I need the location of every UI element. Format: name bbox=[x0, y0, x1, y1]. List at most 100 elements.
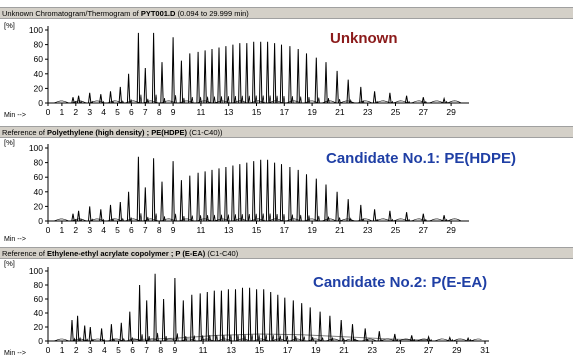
x-tick-label-1-4: 4 bbox=[101, 225, 106, 235]
peak-2-27 bbox=[283, 297, 287, 342]
peak-0-22 bbox=[252, 41, 256, 104]
peak-1-36 bbox=[388, 210, 392, 222]
minor-peak-2-19 bbox=[229, 334, 233, 342]
x-tick-label-2-8: 8 bbox=[158, 345, 163, 355]
baseline-trace-2 bbox=[52, 338, 482, 342]
x-tick-label-0-17: 25 bbox=[391, 107, 401, 117]
minor-peak-0-17 bbox=[220, 96, 223, 104]
minor-peak-0-23 bbox=[262, 95, 265, 104]
minor-peak-0-39 bbox=[445, 100, 448, 104]
peak-1-12 bbox=[179, 180, 184, 222]
peak-1-34 bbox=[359, 204, 363, 222]
minor-peak-0-13 bbox=[191, 96, 194, 104]
peak-2-36 bbox=[377, 331, 381, 342]
x-tick-label-1-14: 19 bbox=[307, 225, 317, 235]
minor-peak-0-21 bbox=[248, 95, 251, 104]
ylabel-unknown: [%] bbox=[4, 21, 15, 30]
peak-1-27 bbox=[288, 166, 292, 222]
minor-peak-2-38 bbox=[413, 338, 416, 342]
peak-2-30 bbox=[308, 307, 312, 342]
peak-0-1 bbox=[76, 95, 81, 104]
x-tick-label-0-16: 23 bbox=[363, 107, 373, 117]
peak-1-5 bbox=[118, 201, 122, 222]
minor-peak-2-14 bbox=[193, 335, 196, 342]
x-tick-label-2-18: 27 bbox=[424, 345, 434, 355]
peak-0-27 bbox=[288, 46, 292, 104]
peak-2-25 bbox=[269, 291, 273, 342]
x-tick-label-1-1: 1 bbox=[60, 225, 65, 235]
minor-peak-2-16 bbox=[208, 335, 211, 342]
peak-0-20 bbox=[238, 43, 242, 104]
x-tick-label-1-10: 11 bbox=[196, 225, 205, 235]
x-tick-label-1-18: 27 bbox=[419, 225, 429, 235]
minor-peak-2-36 bbox=[380, 338, 383, 342]
peak-2-0 bbox=[70, 319, 74, 342]
y-tick-label-0-0: 0 bbox=[38, 98, 43, 108]
minor-peak-2-28 bbox=[294, 336, 297, 342]
minor-peak-2-8 bbox=[140, 334, 144, 342]
peak-2-3 bbox=[88, 326, 92, 342]
y-tick-label-1-1: 20 bbox=[34, 201, 44, 211]
minor-peak-1-1 bbox=[79, 218, 83, 222]
minor-peak-2-20 bbox=[236, 334, 240, 342]
x-tick-label-2-19: 29 bbox=[452, 345, 462, 355]
y-tick-label-0-1: 20 bbox=[34, 83, 44, 93]
minor-peak-0-7 bbox=[139, 94, 143, 104]
minor-peak-2-31 bbox=[321, 337, 324, 342]
minor-peak-2-29 bbox=[303, 336, 306, 342]
peak-0-12 bbox=[179, 60, 184, 104]
minor-peak-0-22 bbox=[255, 95, 258, 104]
minor-peak-1-2 bbox=[91, 218, 94, 222]
peak-2-26 bbox=[276, 294, 280, 342]
peak-1-21 bbox=[245, 162, 249, 222]
minor-peak-0-9 bbox=[154, 94, 158, 104]
peak-0-35 bbox=[372, 91, 377, 104]
peak-1-39 bbox=[442, 215, 446, 222]
peak-1-24 bbox=[265, 159, 270, 222]
peak-2-21 bbox=[240, 287, 245, 342]
peak-2-41 bbox=[466, 336, 470, 342]
peak-0-15 bbox=[203, 50, 207, 104]
peak-1-3 bbox=[99, 209, 103, 222]
peak-0-14 bbox=[196, 51, 200, 104]
annotation-unknown: Unknown bbox=[330, 30, 398, 47]
minor-peak-2-41 bbox=[469, 338, 472, 342]
minor-peak-2-21 bbox=[243, 334, 247, 342]
y-tick-label-1-2: 40 bbox=[34, 187, 44, 197]
peak-1-25 bbox=[272, 162, 277, 222]
minor-peak-1-20 bbox=[241, 214, 244, 222]
minor-peak-1-15 bbox=[206, 214, 209, 222]
peak-2-39 bbox=[426, 334, 431, 342]
peak-0-9 bbox=[151, 32, 156, 104]
minor-peak-0-3 bbox=[102, 100, 105, 104]
minor-peak-1-10 bbox=[163, 216, 166, 222]
peak-1-32 bbox=[335, 191, 339, 222]
x-tick-label-2-4: 4 bbox=[102, 345, 107, 355]
minor-peak-0-8 bbox=[146, 98, 149, 104]
peak-2-40 bbox=[448, 335, 452, 342]
peak-2-15 bbox=[198, 293, 202, 342]
peak-0-31 bbox=[324, 62, 328, 104]
minor-peak-2-9 bbox=[148, 336, 151, 342]
peak-0-13 bbox=[188, 53, 192, 104]
minor-peak-0-28 bbox=[299, 96, 302, 104]
peak-0-3 bbox=[99, 94, 103, 104]
minor-peak-2-34 bbox=[353, 338, 357, 342]
minor-peak-2-4 bbox=[102, 338, 106, 342]
peak-2-24 bbox=[262, 289, 266, 342]
x-tick-label-0-6: 6 bbox=[129, 107, 134, 117]
x-tick-label-1-7: 7 bbox=[143, 225, 148, 235]
minor-peak-1-16 bbox=[213, 214, 216, 222]
minor-peak-2-2 bbox=[86, 338, 89, 342]
x-tick-label-0-3: 3 bbox=[87, 107, 92, 117]
minor-peak-0-38 bbox=[424, 100, 427, 104]
minor-peak-1-8 bbox=[146, 216, 149, 222]
x-tick-label-2-14: 19 bbox=[311, 345, 321, 355]
x-tick-label-2-16: 23 bbox=[367, 345, 377, 355]
minor-peak-2-6 bbox=[122, 337, 125, 342]
peak-1-7 bbox=[136, 156, 141, 222]
peak-1-37 bbox=[404, 212, 409, 222]
y-tick-label-0-3: 60 bbox=[34, 54, 44, 64]
x-tick-label-2-3: 3 bbox=[88, 345, 93, 355]
x-tick-label-0-10: 11 bbox=[196, 107, 205, 117]
